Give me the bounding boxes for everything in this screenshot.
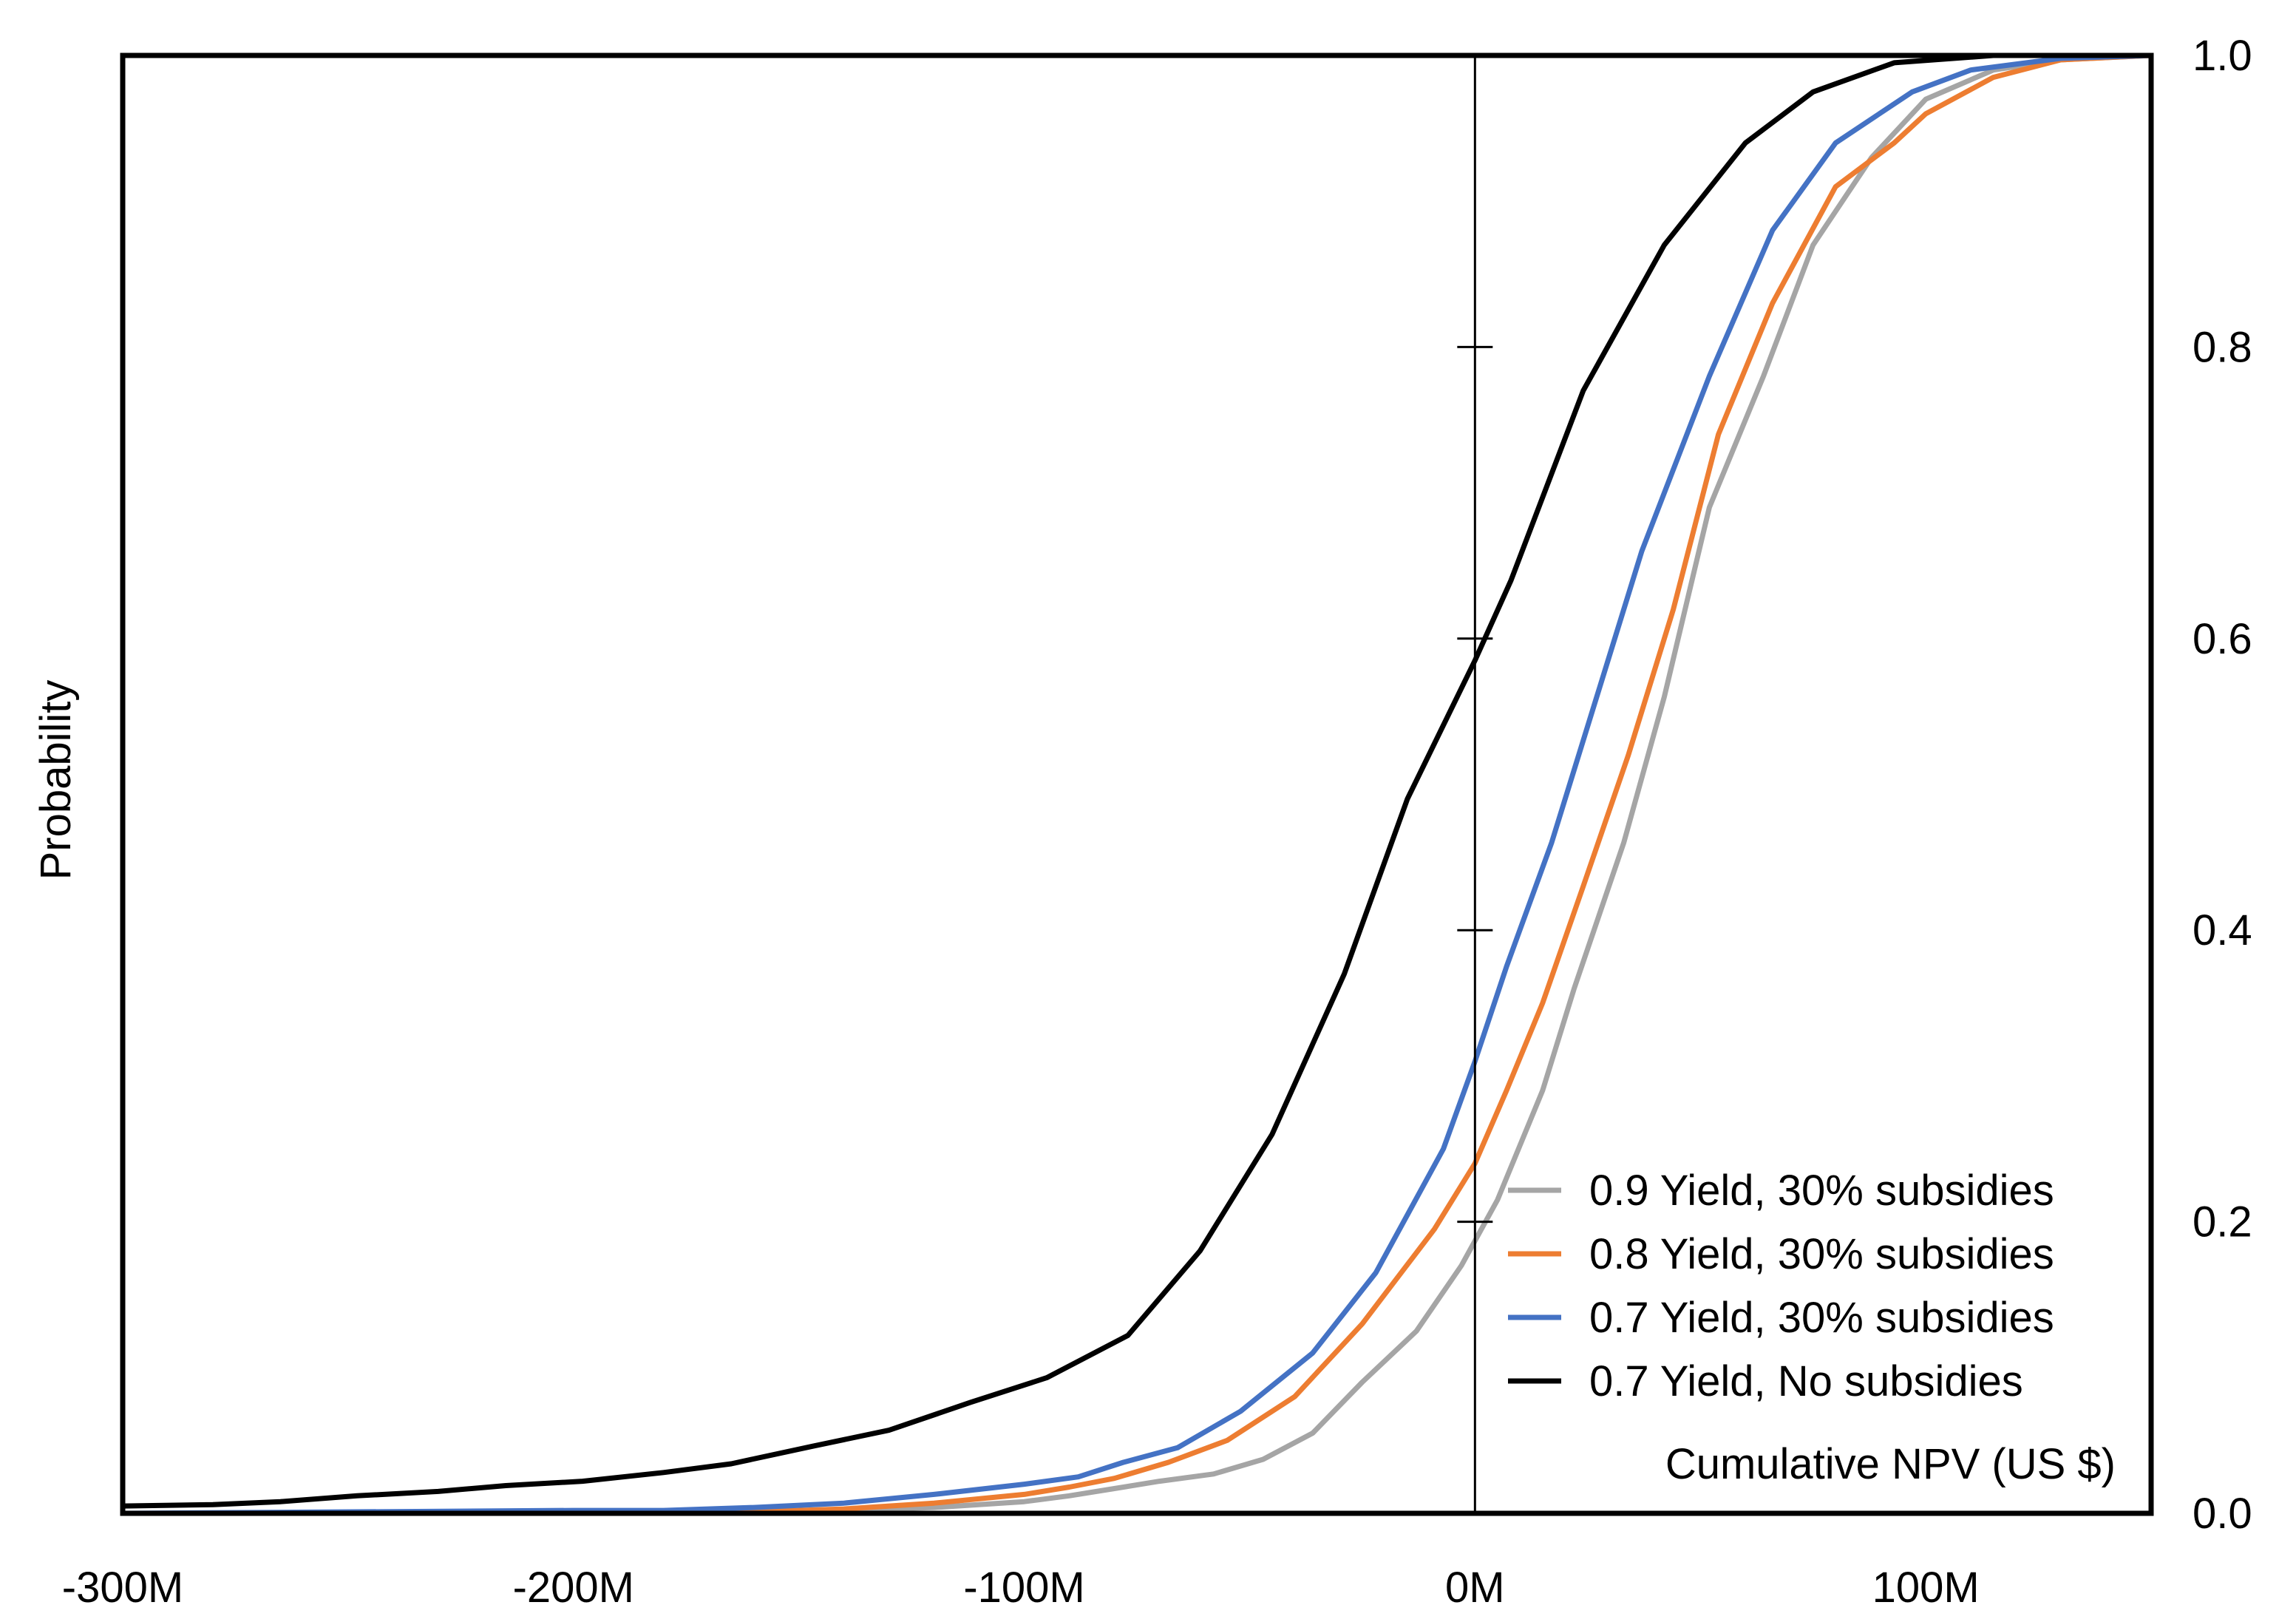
y-tick-label: 0.8 <box>2193 323 2252 371</box>
x-tick-label: -300M <box>62 1564 183 1612</box>
inner-y-axis-ticks <box>1457 345 1493 1224</box>
y-tick-label: 0.0 <box>2193 1490 2252 1538</box>
plot-frame <box>120 52 2154 1516</box>
y-tick-label: 0.6 <box>2193 615 2252 663</box>
y-tick-label: 0.2 <box>2193 1198 2252 1246</box>
y-axis-title: Probability <box>32 680 80 880</box>
y-tick-labels: 0.0 0.2 0.4 0.6 0.8 1.0 <box>2193 32 2252 1538</box>
x-tick-labels: -300M -200M -100M 0M 100M <box>62 1564 1980 1612</box>
series-line-1 <box>120 52 2154 1516</box>
legend-label-3: 0.7 Yield, 30% subsidies <box>1589 1294 2054 1342</box>
legend-label-1: 0.9 Yield, 30% subsidies <box>1589 1167 2054 1215</box>
y-tick-label: 0.4 <box>2193 906 2252 954</box>
legend-label-2: 0.8 Yield, 30% subsidies <box>1589 1230 2054 1278</box>
legend: 0.9 Yield, 30% subsidies 0.8 Yield, 30% s… <box>1508 1167 2054 1405</box>
series-line-2 <box>120 52 2154 1516</box>
legend-label-4: 0.7 Yield, No subsidies <box>1589 1357 2023 1405</box>
series-line-4 <box>120 52 2154 1509</box>
x-tick-label: -200M <box>513 1564 634 1612</box>
x-tick-label: 100M <box>1872 1564 1980 1612</box>
x-axis-title: Cumulative NPV (US $) <box>1665 1440 2116 1488</box>
series-layer <box>120 52 2154 1516</box>
x-tick-label: -100M <box>963 1564 1084 1612</box>
y-tick-label: 1.0 <box>2193 32 2252 80</box>
x-tick-label: 0M <box>1445 1564 1505 1612</box>
series-line-3 <box>120 52 2154 1516</box>
